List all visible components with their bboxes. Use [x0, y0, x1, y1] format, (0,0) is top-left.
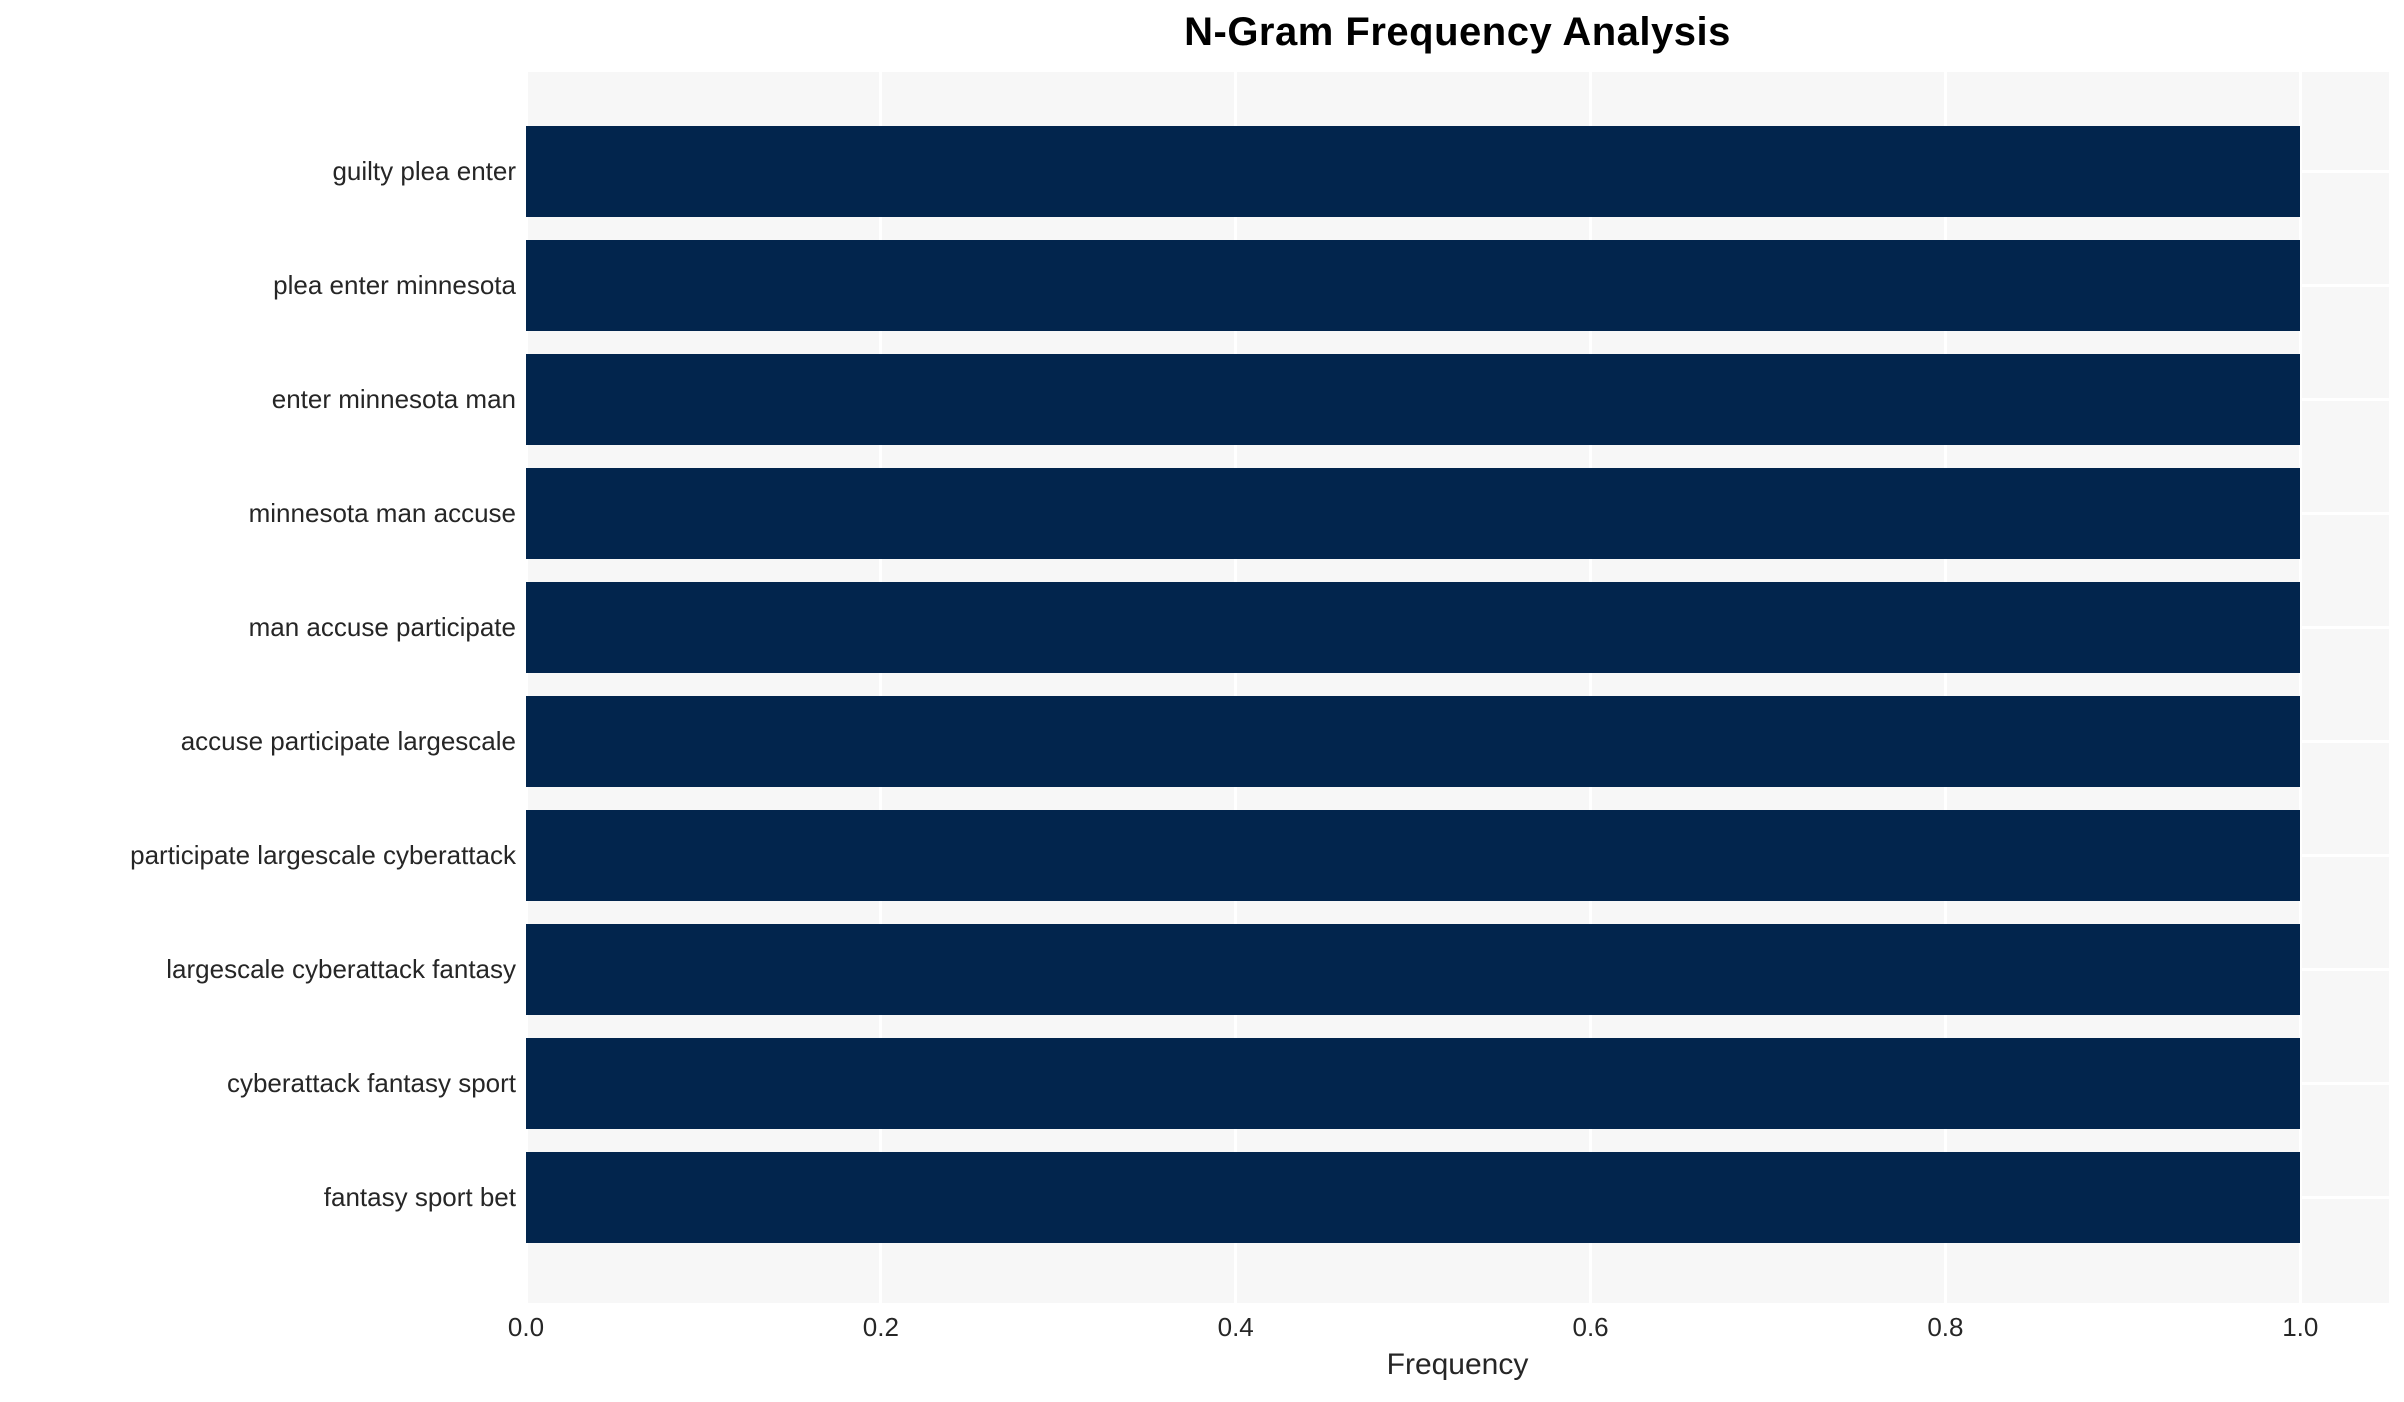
x-tick-label: 0.4 — [1217, 1312, 1254, 1342]
y-tick-label: guilty plea enter — [332, 156, 516, 186]
x-tick-label: 0.0 — [507, 1312, 545, 1342]
x-gridline — [2298, 72, 2302, 1303]
bar — [526, 582, 2301, 673]
y-tick-label: fantasy sport bet — [323, 1182, 516, 1212]
x-gridline — [879, 72, 883, 1303]
x-tick-label: 0.2 — [862, 1312, 899, 1342]
bar — [526, 696, 2301, 787]
y-tick-label: cyberattack fantasy sport — [226, 1068, 516, 1098]
x-axis-label: Frequency — [1386, 1348, 1529, 1381]
y-tick-label: accuse participate largescale — [180, 726, 516, 756]
bar — [526, 924, 2301, 1015]
bar — [526, 354, 2301, 445]
x-tick-label: 1.0 — [2282, 1312, 2319, 1342]
bar — [526, 810, 2301, 901]
bar — [526, 240, 2301, 331]
bar — [526, 1038, 2301, 1129]
y-tick-label: man accuse participate — [248, 612, 516, 642]
x-tick-label: 0.6 — [1572, 1312, 1609, 1342]
y-tick-label: minnesota man accuse — [248, 498, 516, 528]
chart-title: N-Gram Frequency Analysis — [1184, 10, 1731, 54]
x-tick-label: 0.8 — [1927, 1312, 1964, 1342]
x-gridline — [524, 72, 528, 1303]
x-gridline — [1234, 72, 1238, 1303]
y-tick-label: largescale cyberattack fantasy — [166, 954, 516, 984]
y-tick-label: participate largescale cyberattack — [130, 840, 516, 870]
plot-area — [524, 72, 2389, 1303]
bar — [526, 1152, 2301, 1243]
y-tick-label: plea enter minnesota — [273, 270, 516, 300]
bar — [526, 126, 2301, 217]
x-axis: 0.0 0.2 0.4 0.6 0.8 1.0 — [508, 1312, 2389, 1344]
x-gridline — [1589, 72, 1593, 1303]
y-axis: guilty plea enter plea enter minnesota e… — [0, 72, 516, 1303]
y-tick-label: enter minnesota man — [271, 384, 516, 414]
bar — [526, 468, 2301, 559]
x-gridline — [1943, 72, 1947, 1303]
